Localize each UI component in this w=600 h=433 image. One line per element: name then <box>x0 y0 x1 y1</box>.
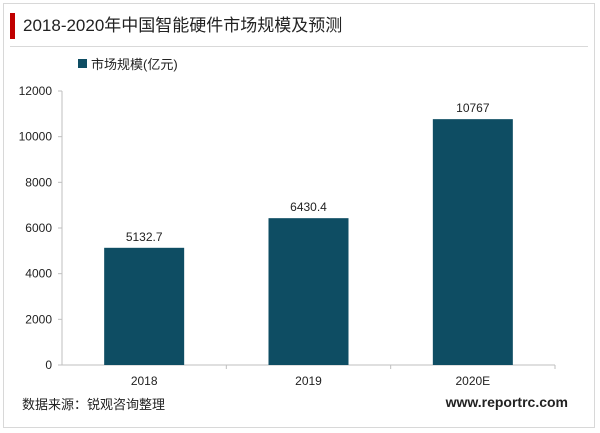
y-tick-label: 10000 <box>19 130 53 144</box>
data-label: 5132.7 <box>126 230 163 244</box>
bar-2018 <box>104 247 185 365</box>
x-tick-label: 2018 <box>131 374 158 388</box>
x-tick-label: 2019 <box>295 374 322 388</box>
x-tick-label: 2020E <box>455 374 490 388</box>
y-tick-label: 8000 <box>25 175 52 189</box>
data-label: 6430.4 <box>290 200 327 214</box>
legend-swatch <box>78 58 87 68</box>
y-tick-label: 6000 <box>25 221 52 235</box>
chart-title: 2018-2020年中国智能硬件市场规模及预测 <box>23 16 343 35</box>
website-watermark: www.reportrc.com <box>445 394 568 410</box>
data-label: 10767 <box>456 101 490 115</box>
y-tick-label: 2000 <box>25 312 52 326</box>
y-tick-label: 12000 <box>19 84 53 98</box>
y-tick-label: 4000 <box>25 267 52 281</box>
legend-label: 市场规模(亿元) <box>91 56 178 72</box>
legend: 市场规模(亿元) <box>78 54 178 72</box>
y-tick-label: 0 <box>45 358 52 372</box>
bar-2020E <box>432 119 513 365</box>
bar-2019 <box>268 218 349 365</box>
title-divider <box>10 46 588 47</box>
title-accent-bar <box>10 13 15 39</box>
source-note: 数据来源：锐观咨询整理 <box>22 397 166 412</box>
